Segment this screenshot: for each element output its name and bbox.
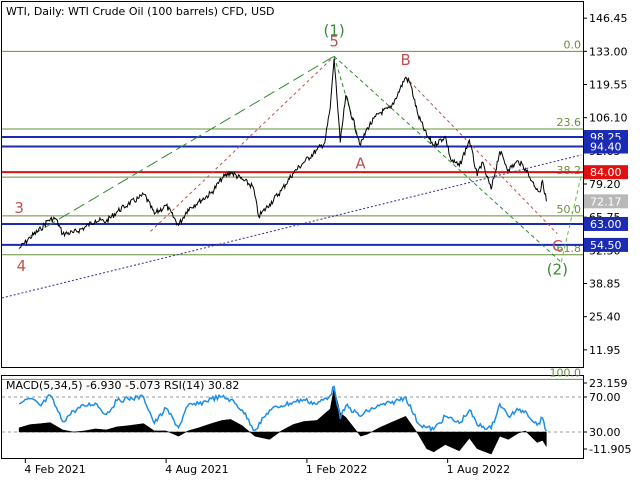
y-tick-label: 133.00 xyxy=(589,45,628,58)
price-series-layer xyxy=(18,58,547,249)
trend-line xyxy=(29,55,335,237)
rsi-line xyxy=(18,385,548,433)
wave-label: A xyxy=(355,154,366,172)
price-tag xyxy=(584,237,628,252)
trend-line xyxy=(150,55,335,232)
price-tag xyxy=(584,139,628,154)
price-line xyxy=(18,58,547,249)
fib-level-label: 0.0 xyxy=(564,38,582,51)
trend-line xyxy=(1,154,582,299)
price-tag-label: 63.00 xyxy=(590,218,622,231)
trend-line xyxy=(333,55,562,263)
time-axis: 4 Feb 2021 4 Aug 2021 1 Feb 2022 1 Aug 2022 xyxy=(24,459,510,476)
y-tick-label: 146.45 xyxy=(589,12,628,25)
y-tick-label: 38.85 xyxy=(589,278,621,291)
fib-level-label: 100.0 xyxy=(550,366,582,379)
chart-title: WTI, Daily: WTI Crude Oil (100 barrels) … xyxy=(6,5,275,18)
ind-tick-label: 30.00 xyxy=(589,426,621,439)
fib-level-label: 50.0 xyxy=(557,203,582,216)
ind-tick-label: 23.159 xyxy=(589,377,628,390)
x-tick-label: 4 Aug 2021 xyxy=(165,463,228,476)
price-tag-label: 72.17 xyxy=(590,195,622,208)
wave-labels-layer: (1)5 B A 3 4 C (2) xyxy=(14,21,568,278)
y-tick-label: 79.20 xyxy=(589,178,621,191)
wave-label: B xyxy=(401,51,411,69)
wave-label: C xyxy=(552,237,562,255)
price-tag xyxy=(584,194,628,209)
ind-tick-label: 70.00 xyxy=(589,391,621,404)
macd-histogram xyxy=(18,387,547,455)
wave-label: 5 xyxy=(329,32,339,50)
y-tick-label: 119.55 xyxy=(589,78,628,91)
y-tick-label: 106.10 xyxy=(589,112,628,125)
fib-level-label: 38.2 xyxy=(557,164,582,177)
fib-level-label: 23.6 xyxy=(557,116,582,129)
trend-line xyxy=(560,174,582,263)
wave-label: (1) xyxy=(323,21,344,39)
price-tag-label: 84.00 xyxy=(590,166,622,179)
wave-label: 3 xyxy=(14,199,24,217)
x-tick-label: 1 Aug 2022 xyxy=(447,463,510,476)
trend-line xyxy=(333,56,362,146)
x-tick-label: 1 Feb 2022 xyxy=(306,463,367,476)
x-tick-label: 4 Feb 2021 xyxy=(24,463,85,476)
y-tick-label: 11.95 xyxy=(589,344,621,357)
ind-tick-label: -11.905 xyxy=(589,443,631,456)
indicator-title: MACD(5,34,5) -6.930 -5.073 RSI(14) 30.82 xyxy=(6,379,239,392)
trendlines-layer xyxy=(1,55,582,299)
price-tag-label: 94.40 xyxy=(590,141,622,154)
wave-label: (2) xyxy=(547,261,568,279)
indicator-pane-frame xyxy=(1,375,584,459)
y-tick-label: 25.40 xyxy=(589,311,621,324)
price-axis: 146.45133.00119.55106.1092.6579.2065.755… xyxy=(583,12,628,357)
trend-line xyxy=(405,76,558,235)
price-tag xyxy=(584,216,628,231)
price-tag xyxy=(584,165,628,180)
wave-label: 4 xyxy=(17,257,27,275)
price-tag-label: 54.50 xyxy=(590,239,622,252)
